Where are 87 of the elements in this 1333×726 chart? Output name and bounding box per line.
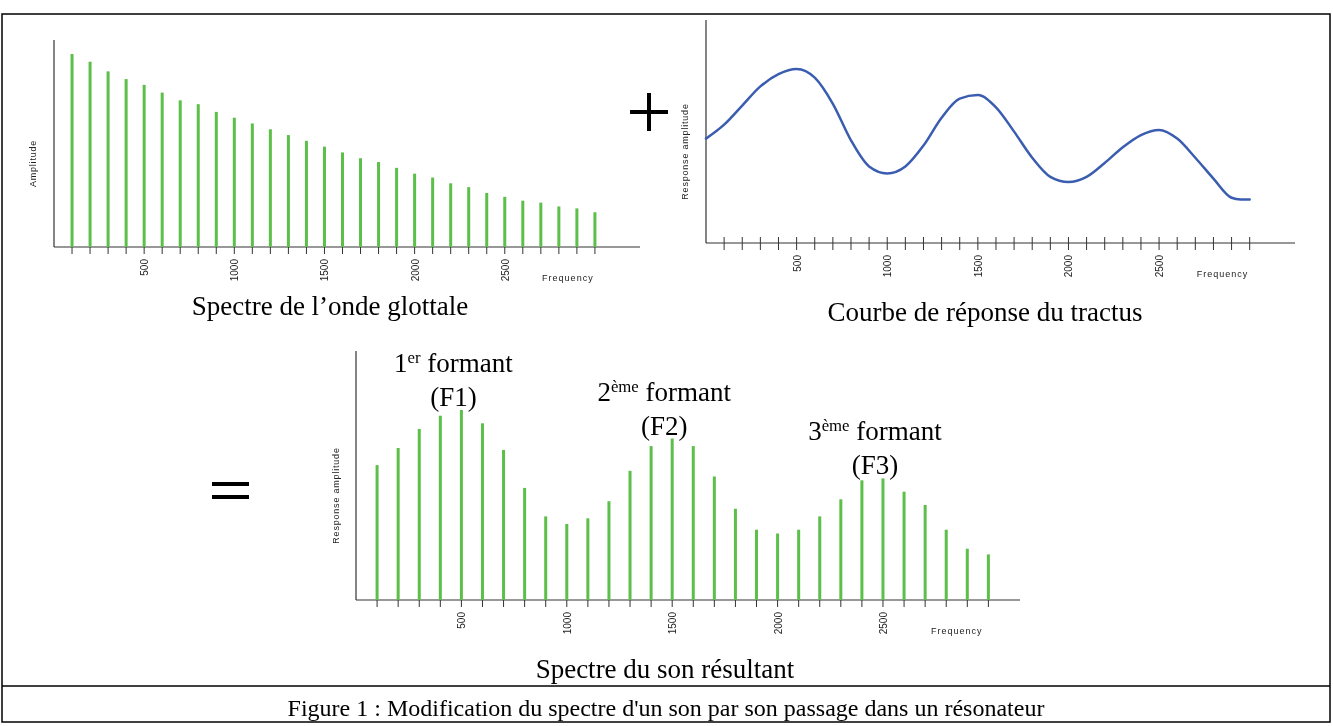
bar bbox=[628, 470, 632, 600]
bar bbox=[214, 111, 218, 247]
bar bbox=[607, 501, 611, 600]
bar bbox=[521, 200, 525, 247]
bar bbox=[691, 446, 695, 600]
bar bbox=[413, 173, 417, 247]
bar bbox=[396, 448, 400, 600]
x-tick-label: 2000 bbox=[772, 611, 784, 635]
annotation: 2$^{ème}$ formant (F2) bbox=[597, 376, 732, 441]
x-tick-label: 2000 bbox=[1063, 254, 1075, 278]
bar bbox=[923, 505, 927, 600]
bar bbox=[417, 429, 421, 600]
bar bbox=[286, 135, 290, 247]
bar bbox=[232, 117, 236, 247]
x-tick-label: 500 bbox=[456, 611, 468, 629]
bar bbox=[438, 415, 442, 600]
bar bbox=[449, 183, 453, 247]
x-tick-label: 1000 bbox=[882, 254, 894, 278]
bar bbox=[839, 499, 843, 600]
x-axis-title: Frequency bbox=[1196, 269, 1249, 279]
bar bbox=[377, 162, 381, 247]
x-tick-label: 1500 bbox=[972, 254, 984, 278]
bar bbox=[142, 84, 146, 247]
bar bbox=[776, 533, 780, 600]
x-tick-label: 1500 bbox=[319, 258, 331, 282]
annotation: 3$^{ème}$ formant (F3) bbox=[808, 415, 943, 481]
bar bbox=[502, 449, 506, 600]
bar bbox=[467, 187, 471, 247]
text: Courbe de réponse du tractus bbox=[827, 297, 1143, 327]
bar bbox=[431, 177, 435, 247]
bar bbox=[733, 508, 737, 600]
caption: Figure 1 : Modification du spectre d'un son par son passage dans un résonateur bbox=[287, 695, 1045, 721]
bar bbox=[902, 491, 906, 600]
text: Spectre de l’onde glottale bbox=[191, 291, 469, 321]
x-tick-label: 1500 bbox=[667, 611, 679, 635]
bar bbox=[459, 410, 463, 600]
x-tick-label: 500 bbox=[791, 254, 803, 272]
bar bbox=[480, 423, 484, 600]
bar bbox=[106, 71, 110, 247]
x-tick-label: 2500 bbox=[1154, 254, 1166, 278]
bar bbox=[268, 129, 272, 247]
bar bbox=[575, 208, 579, 247]
bar bbox=[375, 465, 379, 600]
bar bbox=[70, 54, 74, 247]
x-tick-label: 2500 bbox=[499, 258, 511, 282]
bar bbox=[944, 529, 948, 600]
x-tick-label: 2000 bbox=[409, 258, 421, 282]
bar bbox=[755, 529, 759, 600]
bar bbox=[797, 529, 801, 600]
bar bbox=[322, 146, 326, 247]
bar bbox=[539, 202, 543, 247]
bar bbox=[304, 140, 308, 247]
x-tick-label: 1000 bbox=[561, 611, 573, 635]
bar bbox=[485, 192, 489, 247]
bar bbox=[565, 524, 569, 600]
bar bbox=[523, 487, 527, 600]
bar bbox=[395, 167, 399, 247]
bar bbox=[557, 206, 561, 247]
bar bbox=[712, 476, 716, 600]
bar bbox=[593, 212, 597, 247]
x-tick-label: 2500 bbox=[877, 611, 889, 635]
bar bbox=[124, 79, 128, 247]
bar bbox=[160, 92, 164, 247]
bar bbox=[818, 516, 822, 600]
x-axis-title: Frequency bbox=[542, 273, 594, 283]
bar bbox=[965, 548, 969, 600]
text: Spectre du son résultant bbox=[535, 654, 795, 684]
bar bbox=[359, 158, 363, 247]
x-tick-label: 1000 bbox=[229, 258, 241, 282]
x-axis-title: Frequency bbox=[931, 626, 983, 636]
annotation: 1$^{er}$ formant (F1) bbox=[394, 347, 514, 412]
bar bbox=[503, 196, 507, 247]
bar bbox=[544, 516, 548, 600]
bar bbox=[881, 478, 885, 600]
bar bbox=[178, 100, 182, 247]
bar bbox=[860, 480, 864, 600]
bar bbox=[196, 104, 200, 247]
y-axis-title: Amplitude bbox=[28, 139, 38, 188]
bar bbox=[88, 61, 92, 247]
bar bbox=[340, 152, 344, 247]
y-axis-title: Response amplitude bbox=[680, 103, 690, 200]
x-tick-label: 500 bbox=[139, 258, 151, 276]
bar bbox=[250, 123, 254, 247]
y-axis-title: Response amplitude bbox=[331, 447, 341, 544]
bar bbox=[986, 554, 990, 600]
bar bbox=[649, 446, 653, 600]
bar bbox=[586, 518, 590, 600]
